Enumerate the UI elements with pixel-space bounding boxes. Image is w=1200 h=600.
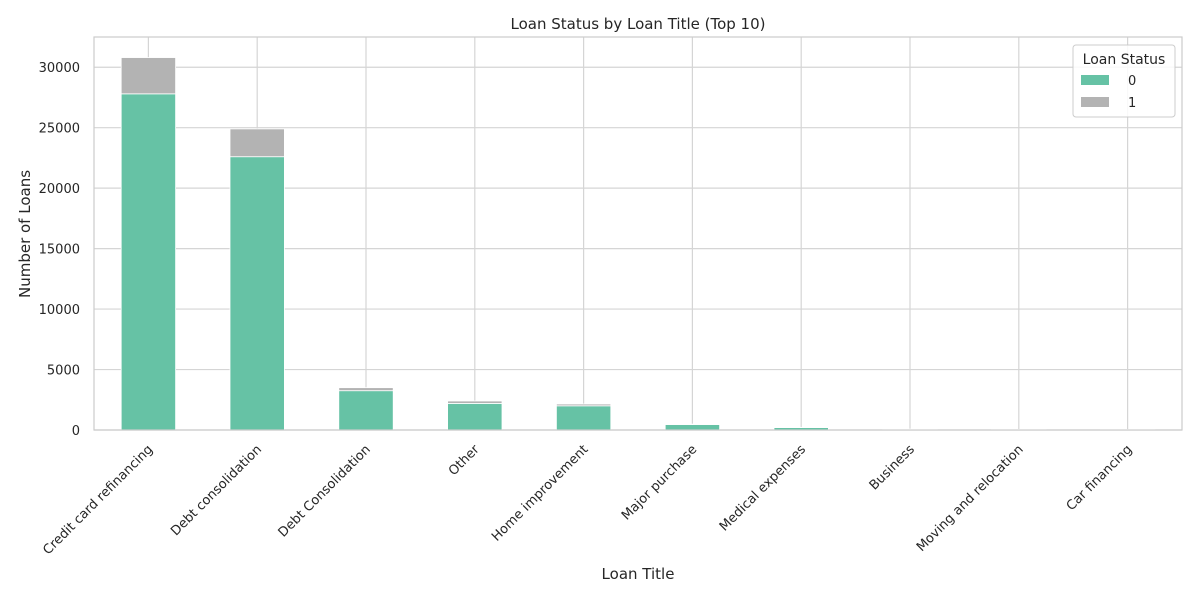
legend-swatch-status-1 (1081, 97, 1109, 107)
y-tick-label: 20000 (39, 182, 80, 197)
legend: Loan Status 0 1 (1072, 44, 1176, 118)
plot-frame (93, 36, 1183, 431)
y-axis-title: Number of Loans (16, 170, 34, 298)
y-tick-label: 0 (72, 424, 80, 439)
bar-home-improvement-status-1 (556, 403, 612, 407)
legend-swatch-status-0 (1081, 75, 1109, 85)
bar-debt-consolidation-status-0 (338, 390, 394, 431)
chart-title: Loan Status by Loan Title (Top 10) (511, 15, 766, 33)
legend-title: Loan Status (1083, 52, 1166, 68)
bar-debt-consolidation-status-1 (229, 128, 285, 158)
bar-debt-consolidation-status-0 (229, 156, 285, 431)
bar-credit-card-refinancing-status-0 (120, 93, 176, 431)
x-axis-title: Loan Title (602, 565, 675, 583)
bar-debt-consolidation-status-1 (338, 387, 394, 392)
y-tick-label: 30000 (39, 61, 80, 76)
bar-home-improvement-status-0 (556, 405, 612, 431)
y-tick-label: 10000 (39, 303, 80, 318)
y-tick-label: 5000 (47, 364, 80, 379)
legend-label-status-1: 1 (1128, 96, 1136, 111)
bar-credit-card-refinancing-status-1 (120, 57, 176, 95)
y-tick-label: 15000 (39, 243, 80, 258)
bar-major-purchase-status-0 (664, 424, 721, 431)
bar-other-status-1 (447, 400, 503, 404)
y-tick-label: 25000 (39, 122, 80, 137)
legend-label-status-0: 0 (1128, 74, 1136, 89)
bars (120, 57, 1156, 431)
bar-other-status-0 (447, 402, 503, 431)
y-tick-labels: 0 5000 10000 15000 20000 25000 30000 (39, 61, 80, 439)
